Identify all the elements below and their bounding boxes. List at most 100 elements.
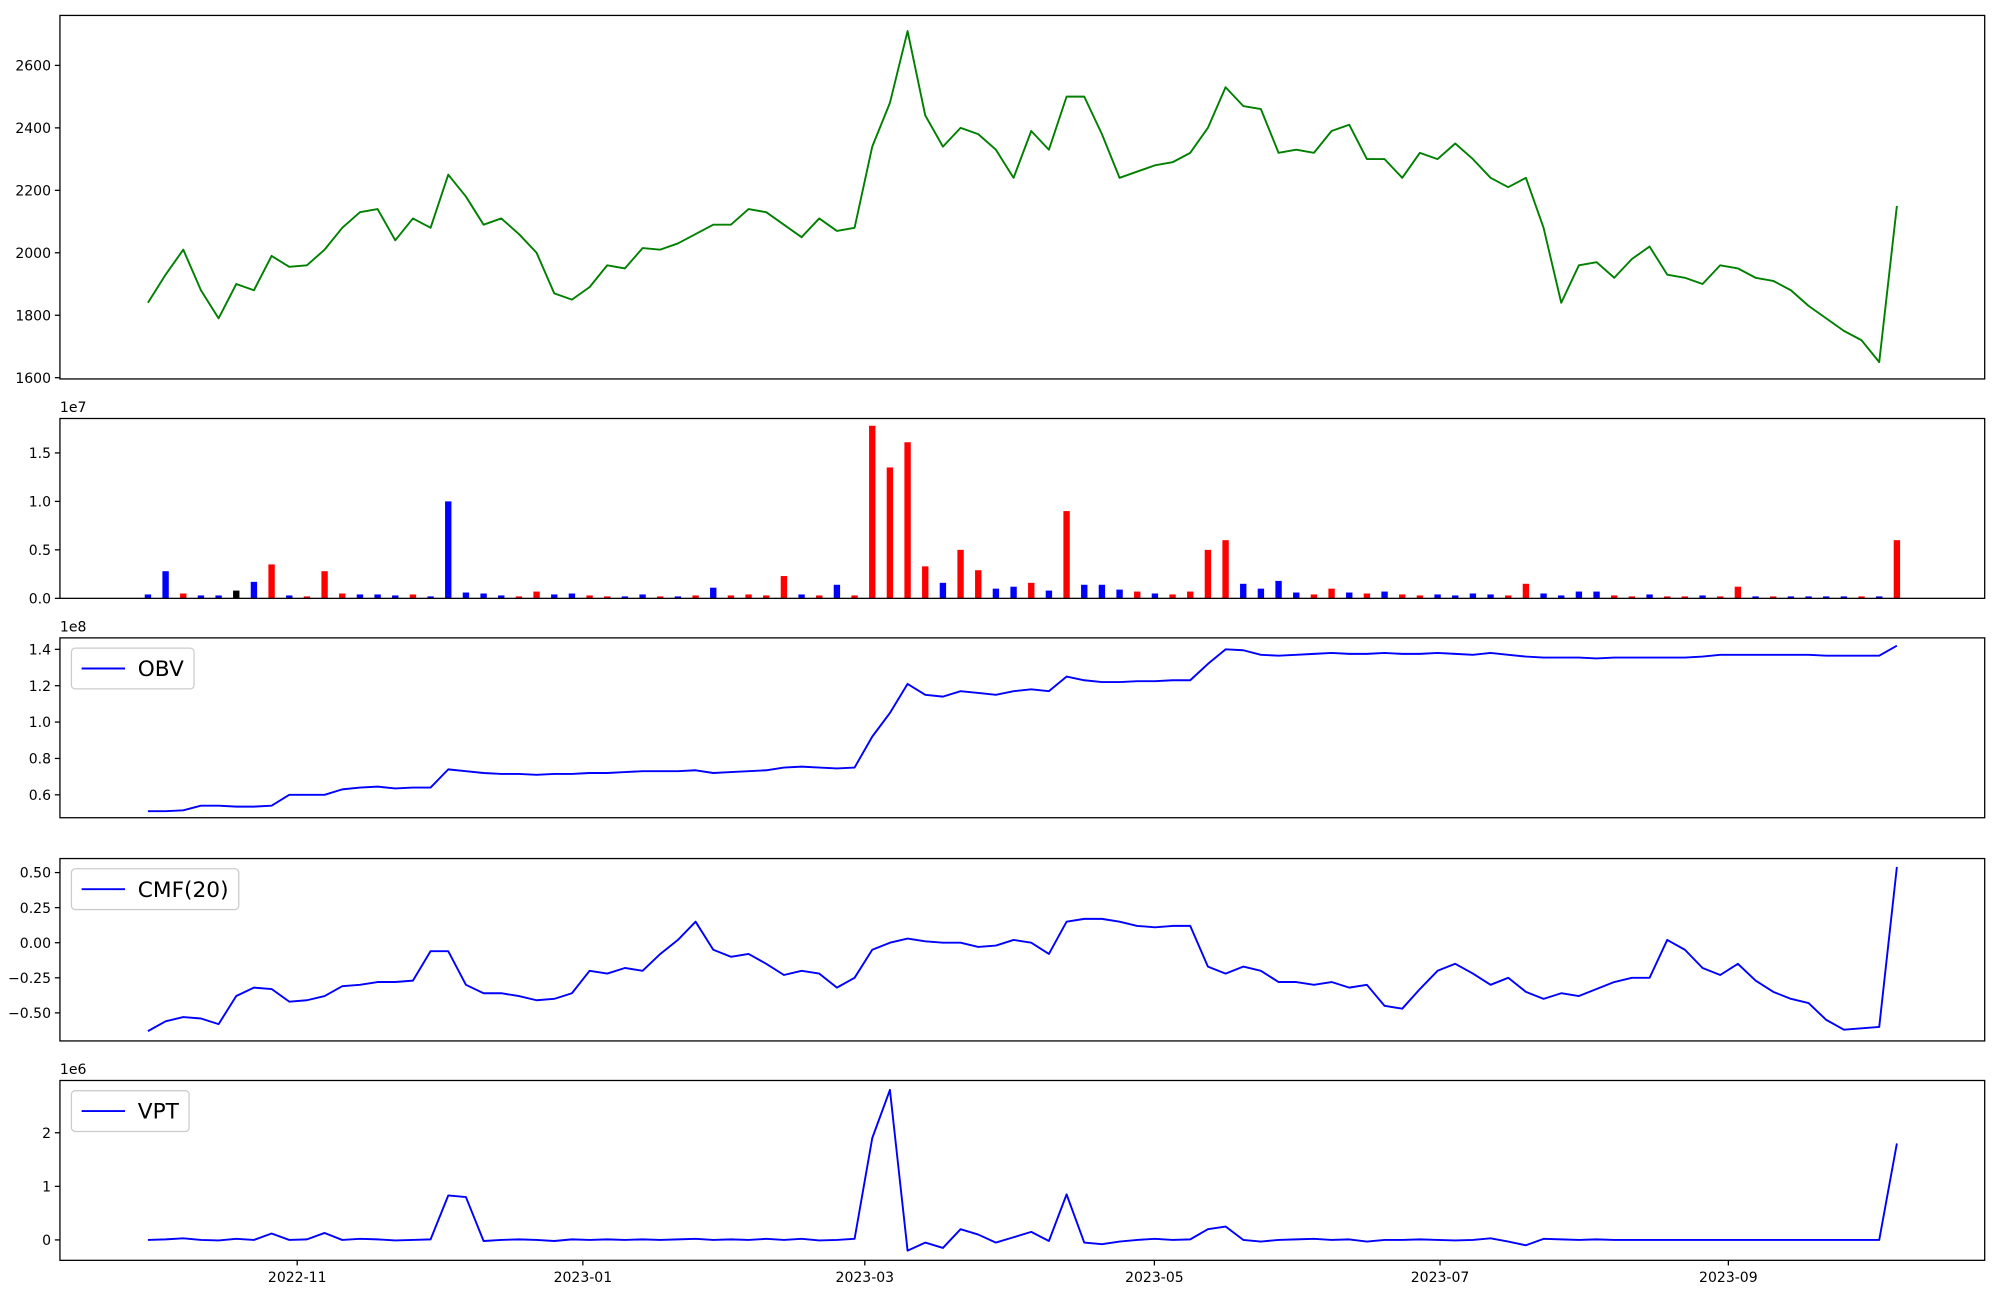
bar [1628, 596, 1636, 599]
bar [180, 593, 187, 599]
panel: −0.50 −0.25 0.00 0.25 0.50 CMF(20) [8, 857, 1986, 1042]
bar [233, 590, 240, 599]
bar [303, 596, 311, 599]
offset-text: 1e6 [60, 1062, 87, 1078]
y-tick-label: −0.25 [8, 971, 51, 987]
bar [816, 595, 823, 599]
y-tick-label: 0.50 [20, 866, 51, 882]
y-tick-label: 0.25 [20, 901, 51, 917]
bar [586, 595, 593, 599]
bar [1770, 596, 1777, 599]
y-tick-label: −0.50 [8, 1006, 51, 1022]
line [147, 1088, 1898, 1252]
y-tick-label: 1.0 [29, 715, 51, 731]
x-tick-label: 2023-07 [1411, 1270, 1470, 1286]
bar [1823, 596, 1830, 599]
bar [1540, 593, 1547, 599]
bar [1045, 590, 1053, 599]
bar [604, 596, 611, 599]
x-tick-label: 2022-11 [268, 1270, 327, 1286]
bar [1664, 596, 1671, 599]
bar [1222, 540, 1229, 599]
bar [250, 581, 258, 599]
y-tick-label: 0.8 [29, 752, 51, 768]
bar [692, 595, 699, 599]
bar [992, 588, 1000, 599]
bar [1787, 596, 1795, 599]
y-tick-label: 1.4 [29, 642, 51, 658]
bar [480, 593, 487, 599]
bar [1469, 593, 1477, 599]
bar [215, 595, 222, 599]
axes-frame [59, 417, 1986, 599]
y-tick-label: 2 [42, 1126, 51, 1142]
legend-box [70, 647, 195, 690]
bar [1010, 586, 1017, 599]
bar [462, 592, 470, 599]
bar [1081, 584, 1088, 599]
legend-box [70, 1090, 190, 1133]
y-tick-label: 2200 [15, 183, 51, 199]
x-tick-label: 2023-03 [836, 1270, 895, 1286]
bar [1169, 594, 1176, 599]
bar [1752, 596, 1759, 599]
bar [710, 587, 717, 599]
bar [1681, 596, 1689, 599]
bar [851, 595, 858, 599]
bar [727, 595, 735, 599]
y-tick-label: 0.0 [29, 591, 51, 607]
panel: 0.0 0.5 1.0 1.5 1e7 [29, 400, 1986, 607]
legend-label: CMF(20) [138, 878, 229, 903]
bar [1858, 596, 1865, 599]
bar [1699, 595, 1706, 599]
y-tick-label: 1600 [15, 371, 51, 387]
bar [286, 595, 293, 599]
bar [1310, 594, 1318, 599]
bar [1840, 596, 1848, 599]
bar [321, 571, 328, 599]
bar [1328, 588, 1335, 599]
offset-text: 1e7 [60, 400, 86, 416]
legend-label: VPT [138, 1100, 180, 1125]
bar [427, 596, 434, 599]
y-tick-label: 0 [42, 1233, 51, 1249]
legend: OBV [70, 647, 195, 690]
bar [568, 593, 576, 599]
bar [975, 570, 982, 599]
y-tick-label: 1 [42, 1179, 51, 1195]
y-tick-label: 0.6 [29, 788, 51, 804]
bar [392, 595, 399, 599]
bar [1240, 583, 1247, 599]
panel: 0 1 2 2022-11 2023-01 2023-03 2023-05 2023-07 20… [42, 1062, 1986, 1286]
axes-frame [59, 1079, 1986, 1261]
bar [780, 576, 788, 599]
bar [1734, 586, 1742, 599]
bar [1505, 595, 1512, 599]
bar [162, 571, 169, 599]
bar [869, 425, 876, 599]
x-tick-label: 2023-01 [554, 1270, 613, 1286]
bar [1558, 595, 1565, 599]
bar [939, 582, 947, 599]
bar [1893, 540, 1901, 599]
bar [1134, 591, 1141, 599]
panel: 0.6 0.8 1.0 1.2 1.4 1e8 OBV [29, 620, 1986, 819]
offset-text: 1e8 [60, 620, 86, 636]
x-tick-label: 2023-09 [1699, 1270, 1758, 1286]
bar [904, 442, 911, 599]
bar [1275, 580, 1282, 599]
y-tick-label: 2600 [15, 59, 51, 75]
bar [1399, 594, 1406, 599]
bar [1522, 583, 1530, 599]
bar [1363, 593, 1371, 599]
bar [533, 591, 540, 599]
bar [957, 549, 964, 599]
bar [1575, 591, 1583, 599]
bar [551, 594, 558, 599]
bar [1646, 594, 1653, 599]
bar [1434, 594, 1441, 599]
bar [515, 596, 523, 599]
